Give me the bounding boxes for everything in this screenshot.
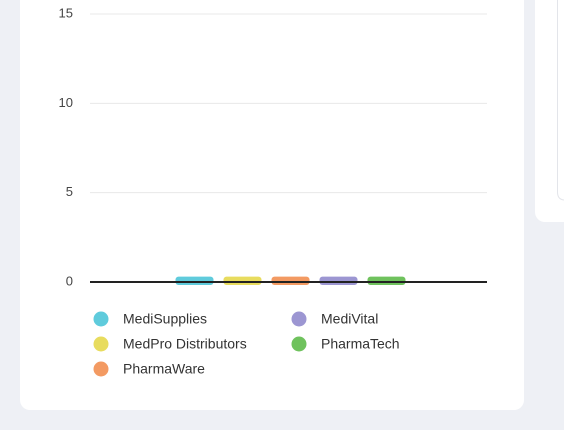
y-tick-label: 15 xyxy=(59,5,73,20)
legend-swatch xyxy=(93,311,109,327)
legend-label: PharmaWare xyxy=(123,361,205,377)
legend-swatch xyxy=(291,311,307,327)
bar xyxy=(367,276,406,285)
bar xyxy=(223,276,262,285)
bar xyxy=(175,276,214,285)
chart: 0 5 10 15 MediSupplies MedPro Distributors Pha… xyxy=(59,5,487,377)
legend-swatch xyxy=(291,336,307,352)
legend-label: MediVital xyxy=(321,311,378,327)
chart-card xyxy=(20,0,524,410)
y-tick-label: 0 xyxy=(66,273,73,288)
side-card xyxy=(535,0,564,222)
legend-label: MediSupplies xyxy=(123,311,207,327)
y-tick-label: 5 xyxy=(66,184,73,199)
legend-swatch xyxy=(93,336,109,352)
bar xyxy=(319,276,358,285)
legend-label: MedPro Distributors xyxy=(123,336,247,352)
legend-swatch xyxy=(93,361,109,377)
y-tick-label: 10 xyxy=(59,95,73,110)
bar xyxy=(271,276,310,285)
legend-label: PharmaTech xyxy=(321,336,400,352)
